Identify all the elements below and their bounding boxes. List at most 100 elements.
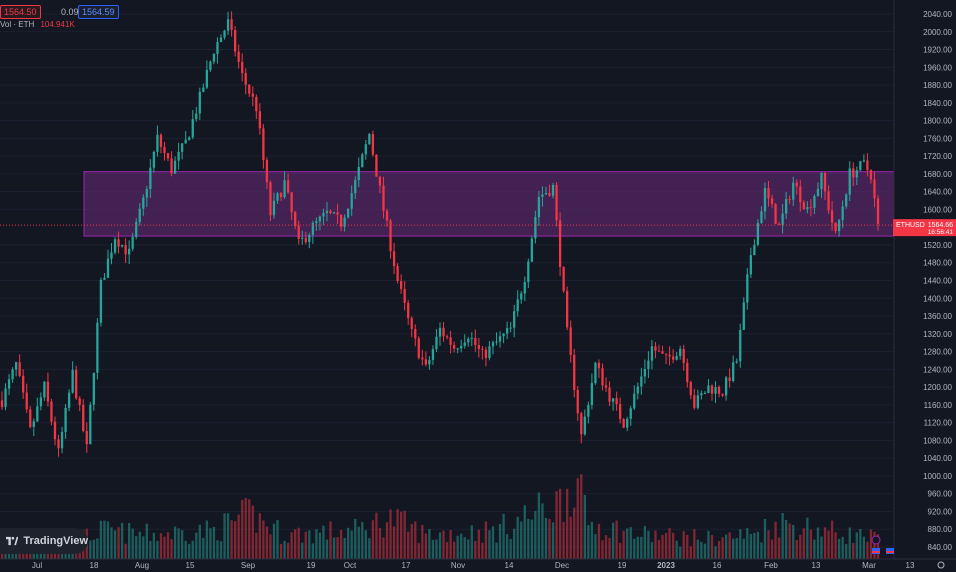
candle-body	[845, 194, 848, 207]
candle-body	[611, 398, 615, 402]
volume-bar	[724, 534, 728, 559]
volume-bar	[106, 521, 110, 559]
candle-body	[14, 362, 18, 370]
candle-body	[382, 185, 385, 211]
volume-bar	[163, 536, 166, 559]
candle-body	[438, 327, 442, 337]
price-tick-label: 2000.00	[923, 28, 952, 37]
candle-body	[841, 206, 844, 221]
candle-body	[424, 359, 428, 365]
price-tick-label: 1600.00	[923, 205, 952, 214]
price-axis[interactable]: 840.00 880.00 920.00 960.00 1000.00 1040.00 10…	[893, 0, 953, 559]
volume-bar	[216, 540, 219, 559]
candle-body	[173, 160, 177, 174]
volume-bar	[131, 528, 134, 559]
volume-bar	[590, 521, 594, 559]
candle-body	[664, 353, 668, 355]
candle-body	[392, 251, 396, 267]
candle-body	[869, 170, 873, 180]
candle-body	[809, 207, 813, 209]
candle-body	[513, 311, 516, 328]
candle-body	[679, 348, 682, 356]
candle-body	[477, 345, 480, 349]
bar-countdown: 16:56:41	[928, 229, 954, 236]
tradingview-logo[interactable]: TradingView	[0, 528, 88, 554]
candle-body	[633, 393, 636, 409]
volume-bar	[407, 531, 410, 559]
volume-bar	[258, 513, 261, 559]
sell-price-button[interactable]: 1564.50	[0, 5, 41, 19]
candle-body	[99, 279, 103, 323]
price-tick-label: 1280.00	[923, 348, 952, 357]
candle-body	[792, 182, 795, 200]
candle-body	[332, 212, 336, 214]
candle-body	[516, 299, 519, 312]
candle-body	[717, 386, 721, 394]
tradingview-logo-icon	[6, 536, 19, 546]
candle-body	[802, 202, 805, 210]
candle-body	[60, 431, 64, 449]
time-tick-label: Nov	[451, 561, 465, 570]
volume-bar	[294, 529, 297, 559]
price-tick-label: 1680.00	[923, 170, 952, 179]
candle-body	[749, 255, 752, 275]
volume-bar	[615, 520, 618, 559]
volume-bar	[113, 530, 117, 559]
candle-body	[520, 293, 523, 300]
volume-bar	[347, 527, 350, 559]
volume-bar	[548, 518, 551, 559]
candle-body	[269, 182, 272, 216]
volume-bar	[756, 531, 760, 559]
volume-bar	[297, 527, 300, 559]
time-tick-label: 18	[90, 561, 99, 570]
volume-bar	[301, 542, 304, 559]
buy-price-button[interactable]: 1564.59	[78, 5, 119, 19]
price-tick-label: 1920.00	[923, 46, 952, 55]
spread-value: 0.09	[61, 7, 79, 17]
volume-bar	[350, 530, 353, 559]
candle-body	[474, 337, 477, 346]
volume-bar	[396, 509, 399, 559]
candle-body	[120, 244, 124, 247]
us-flag-icon	[872, 551, 880, 553]
candle-body	[495, 341, 498, 343]
price-tick-label: 1080.00	[923, 436, 952, 445]
price-tick-label: 880.00	[928, 525, 953, 534]
candle-body	[452, 344, 456, 349]
candle-body	[131, 236, 134, 249]
volume-bar	[806, 517, 809, 559]
candle-body	[481, 348, 484, 350]
candle-body	[763, 188, 767, 212]
volume-bar	[604, 535, 608, 559]
candle-body	[92, 372, 95, 405]
time-tick-label: Aug	[135, 561, 149, 570]
candle-body	[106, 258, 110, 278]
volume-bar	[619, 543, 622, 559]
candle-body	[760, 211, 763, 223]
volume-bar	[633, 538, 636, 559]
time-axis[interactable]: Jul 18 Aug 15 Sep 19 Oct 17 Nov 14 Dec 19 2023 16 Feb 1…	[0, 558, 956, 570]
volume-bar	[513, 528, 516, 559]
volume-bar	[728, 532, 731, 559]
volume-bar	[502, 513, 505, 559]
candle-body	[558, 220, 562, 267]
candle-body	[767, 188, 770, 199]
volume-bar	[251, 505, 254, 559]
candle-body	[431, 349, 435, 360]
symbol-label: ETHUSD	[896, 222, 925, 229]
candle-body	[739, 329, 742, 362]
volume-bar	[816, 527, 820, 559]
volume-bar	[664, 532, 668, 559]
candle-body	[135, 222, 138, 237]
volume-bar	[152, 532, 156, 559]
volume-bar	[332, 537, 336, 559]
volume-bar	[460, 533, 463, 559]
volume-bar	[364, 530, 367, 559]
candle-body	[329, 210, 332, 214]
candle-body	[117, 239, 120, 247]
volume-bar	[749, 533, 752, 559]
candle-body	[350, 193, 353, 209]
volume-bar	[145, 523, 148, 559]
volume-bar	[601, 540, 604, 559]
